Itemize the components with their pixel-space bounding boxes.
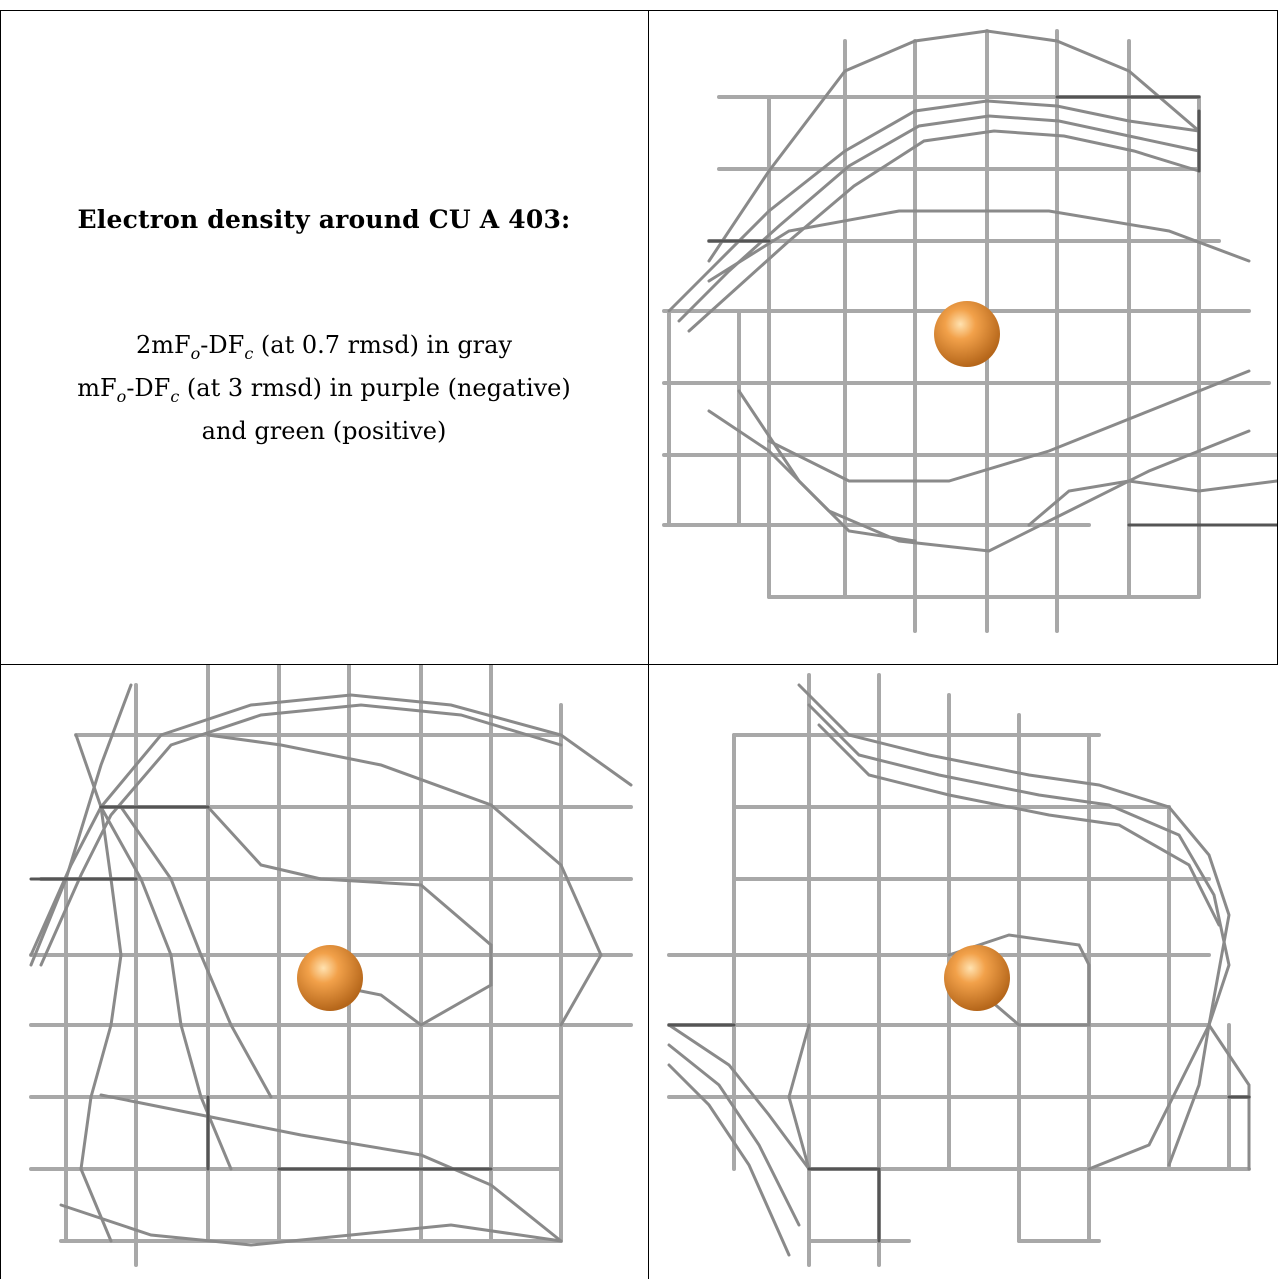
view-top-right (649, 11, 1277, 664)
border-center (648, 10, 649, 1279)
mesh-verticals (667, 29, 1201, 633)
mesh-contours (667, 683, 1251, 1257)
mesh-grid (667, 673, 1251, 1267)
mesh-dark-edges (29, 805, 493, 1171)
legend-line-gray: 2mFo-DFc (at 0.7 rmsd) in gray (135, 331, 513, 363)
cu-atom (934, 301, 1000, 367)
density-mesh-1 (662, 29, 1277, 633)
border-middle (0, 664, 1278, 665)
mesh-dark-edges (667, 1023, 1251, 1243)
mesh-horizontals (667, 733, 1251, 1243)
caption-cell: Electron density around CU A 403: 2mFo-D… (0, 10, 648, 664)
view-bottom-right (649, 665, 1277, 1279)
density-mesh-3 (667, 673, 1251, 1267)
mesh-contours (667, 29, 1277, 553)
border-left (0, 10, 1, 1279)
mesh-contours (29, 683, 633, 1247)
border-top (0, 10, 1278, 11)
legend-line-difference: mFo-DFc (at 3 rmsd) in purple (negative) (77, 373, 571, 406)
cu-atom (944, 945, 1010, 1011)
figure-frame: Electron density around CU A 403: 2mFo-D… (0, 10, 1278, 1279)
caption-title: Electron density around CU A 403: (77, 205, 571, 234)
cu-atom (297, 945, 363, 1011)
mesh-dark-edges (707, 95, 1277, 527)
mesh-horizontals (29, 733, 633, 1243)
legend-line-positive: and green (positive) (201, 416, 447, 445)
view-bottom-left (1, 665, 648, 1279)
mesh-grid (29, 665, 633, 1267)
density-mesh-2 (29, 665, 633, 1267)
caption-legend: 2mFo-DFc (at 0.7 rmsd) in gray mFo-DFc (… (0, 328, 648, 449)
